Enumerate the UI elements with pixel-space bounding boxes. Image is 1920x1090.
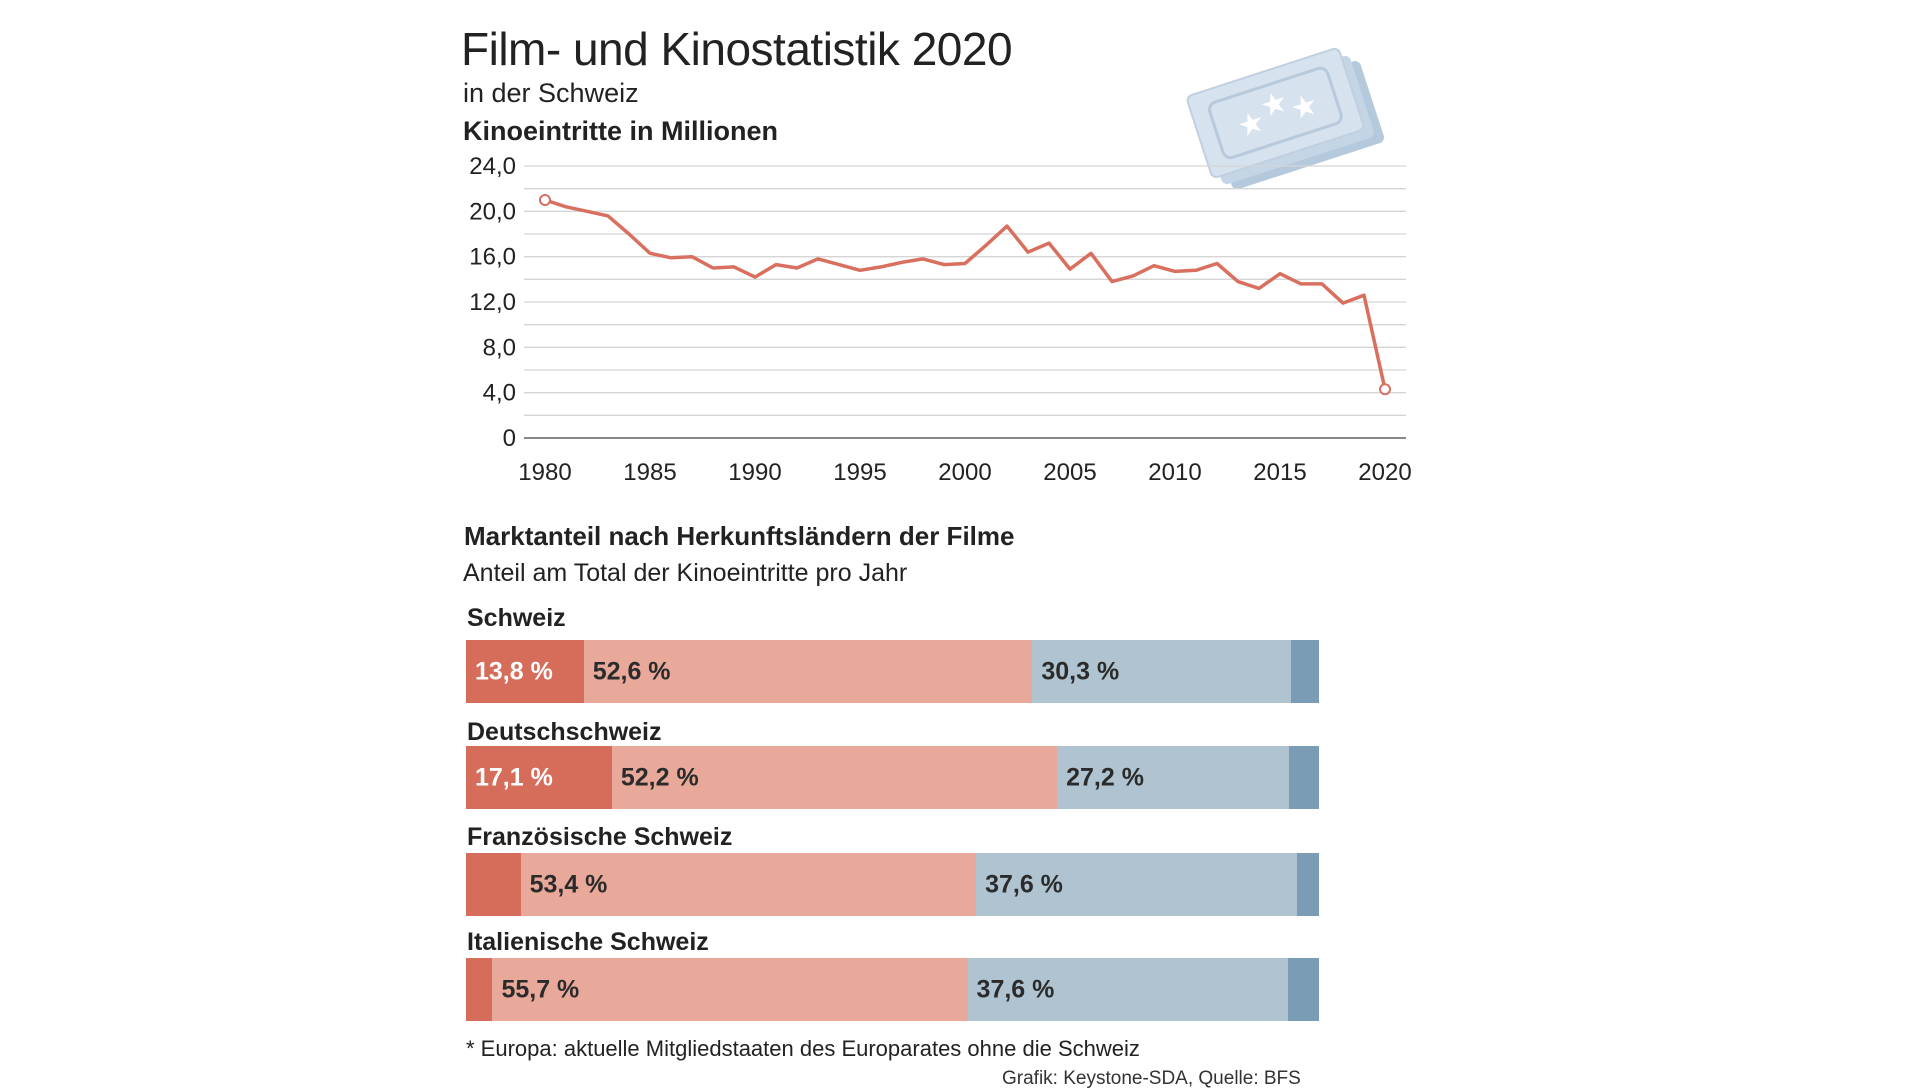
cinema-ticket-icon: ★ ★ ★ [1186,47,1384,190]
bar-segment-andere [1290,640,1319,703]
y-tick-label: 16,0 [469,244,516,271]
bar-segment-usa: 37,6 % [976,853,1297,916]
x-tick-label: 2005 [1043,459,1096,486]
region-label: Schweiz [467,604,566,632]
chart-title: Film- und Kinostatistik 2020 [461,23,1013,75]
y-tick-label: 8,0 [483,334,516,361]
bar-value-label: 53,4 % [529,870,608,898]
bar-segment-europa: 52,2 % [611,746,1058,809]
chart-subtitle: in der Schweiz [463,78,639,108]
x-tick-label: 1995 [833,459,886,486]
x-axis-tick-labels: 1980 1985 1990 1995 2000 2005 2010 2015 2020 [518,459,1411,486]
bar-segment-europa: 53,4 % [520,853,977,916]
bar-value-label: 55,7 % [501,975,580,1003]
data-point-2020 [1379,383,1391,396]
bar-value-label: 37,6 % [985,870,1063,898]
market-share-title: Marktanteil nach Herkunftsländern der Fi… [464,521,1015,551]
gridlines [524,165,1406,439]
bar-value-label: 17,1 % [475,763,553,791]
bar-segment-schweiz [466,958,493,1021]
ticket-inner-frame [1208,66,1343,160]
stacked-bar-row: 55,7 % 37,6 % [466,958,1319,1021]
bar-value-label: 52,6 % [592,657,671,685]
stacked-bar-row: 53,4 % 37,6 % [466,853,1319,916]
bar-segment-europa: 52,6 % [583,640,1033,703]
region-label: Italienische Schweiz [467,928,709,956]
x-tick-label: 1990 [728,459,781,486]
stacked-bar-row: 17,1 % 52,2 % 27,2 % [466,746,1319,809]
region-label: Deutschschweiz [467,718,662,746]
bar-value-label: 27,2 % [1066,763,1144,791]
series-line-kinoeintritte [544,198,1387,390]
x-tick-label: 2020 [1358,459,1411,486]
bar-segment-usa: 27,2 % [1057,746,1290,809]
x-tick-label: 2000 [938,459,991,486]
y-tick-label: 20,0 [469,198,516,225]
source-credit: Grafik: Keystone-SDA, Quelle: BFS [1002,1068,1301,1089]
x-tick-label: 1985 [623,459,676,486]
line-chart: 0 4,0 8,0 12,0 16,0 20,0 24,0 1980 1985 1990 1995… [469,153,1411,486]
bar-value-label: 52,2 % [620,763,699,791]
footnote: * Europa: aktuelle Mitgliedstaaten des E… [466,1036,1140,1061]
bar-segment-usa: 30,3 % [1032,640,1291,703]
data-points [539,194,1391,396]
market-share-subtitle: Anteil am Total der Kinoeintritte pro Ja… [463,559,908,587]
bar-segment-schweiz: 17,1 % [466,746,612,809]
bar-segment-schweiz [466,853,521,916]
bar-segment-andere [1296,853,1319,916]
x-tick-label: 2010 [1148,459,1201,486]
x-tick-label: 1980 [518,459,571,486]
bar-segment-usa: 37,6 % [967,958,1289,1021]
bar-segment-andere [1288,958,1319,1021]
y-tick-label: 0 [503,425,516,452]
x-tick-label: 2015 [1253,459,1306,486]
y-tick-label: 4,0 [483,380,516,407]
bar-value-label: 13,8 % [475,657,553,685]
y-axis-tick-labels: 0 4,0 8,0 12,0 16,0 20,0 24,0 [469,153,516,452]
bar-value-label: 37,6 % [976,975,1055,1003]
region-label: Französische Schweiz [467,823,733,851]
y-tick-label: 12,0 [469,289,516,316]
stacked-bar-row: 13,8 % 52,6 % 30,3 % [466,640,1319,703]
bar-segment-andere [1289,746,1319,809]
bar-segment-europa: 55,7 % [492,958,968,1021]
bar-value-label: 30,3 % [1041,657,1120,685]
y-tick-label: 24,0 [469,153,516,180]
bar-segment-schweiz: 13,8 % [466,640,584,703]
line-chart-title: Kinoeintritte in Millionen [463,116,778,146]
data-point-1980 [539,194,551,206]
ticket-front-shape [1186,47,1365,179]
